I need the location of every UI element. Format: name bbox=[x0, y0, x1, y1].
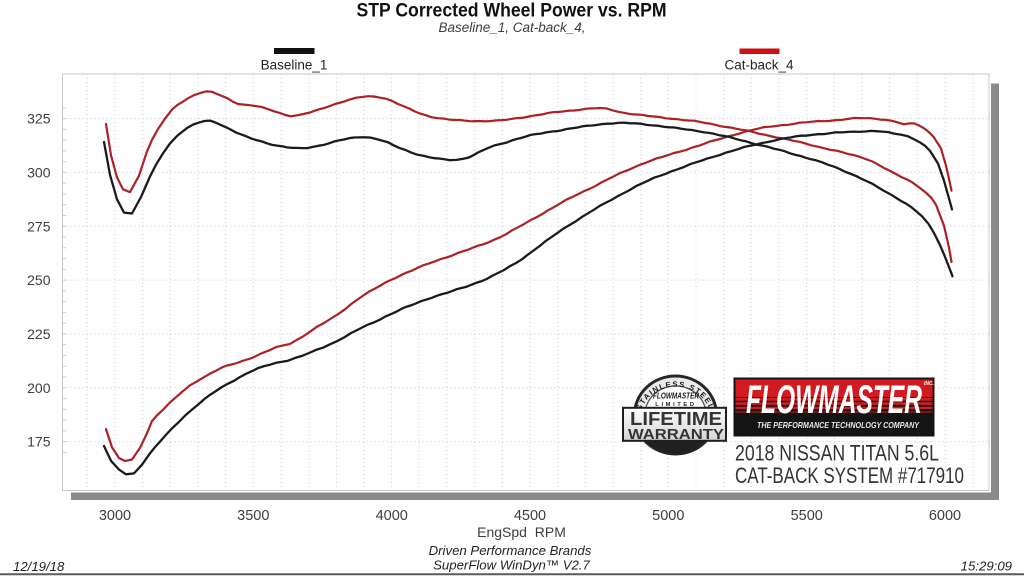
svg-text:FLOWMASTER: FLOWMASTER bbox=[653, 392, 699, 401]
svg-text:THE PERFORMANCE TECHNOLOGY COM: THE PERFORMANCE TECHNOLOGY COMPANY bbox=[757, 421, 920, 430]
svg-text:Driven Performance Brands: Driven Performance Brands bbox=[429, 543, 592, 558]
svg-text:225: 225 bbox=[27, 326, 51, 342]
svg-text:4500: 4500 bbox=[514, 508, 546, 524]
svg-text:250: 250 bbox=[27, 272, 51, 288]
svg-text:12/19/18: 12/19/18 bbox=[13, 559, 65, 574]
svg-text:5500: 5500 bbox=[791, 508, 823, 524]
svg-text:6000: 6000 bbox=[929, 508, 961, 524]
svg-text:175: 175 bbox=[27, 434, 51, 450]
svg-text:INC.: INC. bbox=[924, 381, 934, 387]
svg-text:EngSpd RPM: EngSpd RPM bbox=[477, 524, 566, 540]
svg-text:275: 275 bbox=[27, 218, 51, 234]
svg-text:200: 200 bbox=[27, 380, 51, 396]
svg-text:LIMITED: LIMITED bbox=[655, 402, 696, 408]
svg-text:300: 300 bbox=[27, 164, 51, 180]
svg-text:LIFETIME: LIFETIME bbox=[630, 409, 722, 429]
svg-text:STP Corrected Wheel Power vs.: STP Corrected Wheel Power vs. RPM bbox=[357, 1, 667, 22]
svg-text:Cat-back_4: Cat-back_4 bbox=[724, 58, 794, 73]
svg-text:15:29:09: 15:29:09 bbox=[961, 559, 1013, 574]
svg-text:Baseline_1, Cat-back_4,: Baseline_1, Cat-back_4, bbox=[438, 20, 585, 35]
svg-text:3500: 3500 bbox=[237, 508, 269, 524]
svg-text:FLOWMASTER: FLOWMASTER bbox=[746, 378, 922, 422]
svg-text:SuperFlow WinDyn™ V2.7: SuperFlow WinDyn™ V2.7 bbox=[433, 558, 590, 573]
svg-text:325: 325 bbox=[27, 111, 51, 127]
svg-text:CAT-BACK SYSTEM #717910: CAT-BACK SYSTEM #717910 bbox=[735, 463, 964, 488]
svg-text:2018 NISSAN TITAN 5.6L: 2018 NISSAN TITAN 5.6L bbox=[735, 441, 939, 466]
svg-text:3000: 3000 bbox=[99, 508, 131, 524]
svg-text:5000: 5000 bbox=[652, 508, 684, 524]
svg-text:4000: 4000 bbox=[376, 508, 408, 524]
svg-text:WARRANTY: WARRANTY bbox=[628, 427, 724, 443]
svg-text:Baseline_1: Baseline_1 bbox=[261, 58, 328, 73]
